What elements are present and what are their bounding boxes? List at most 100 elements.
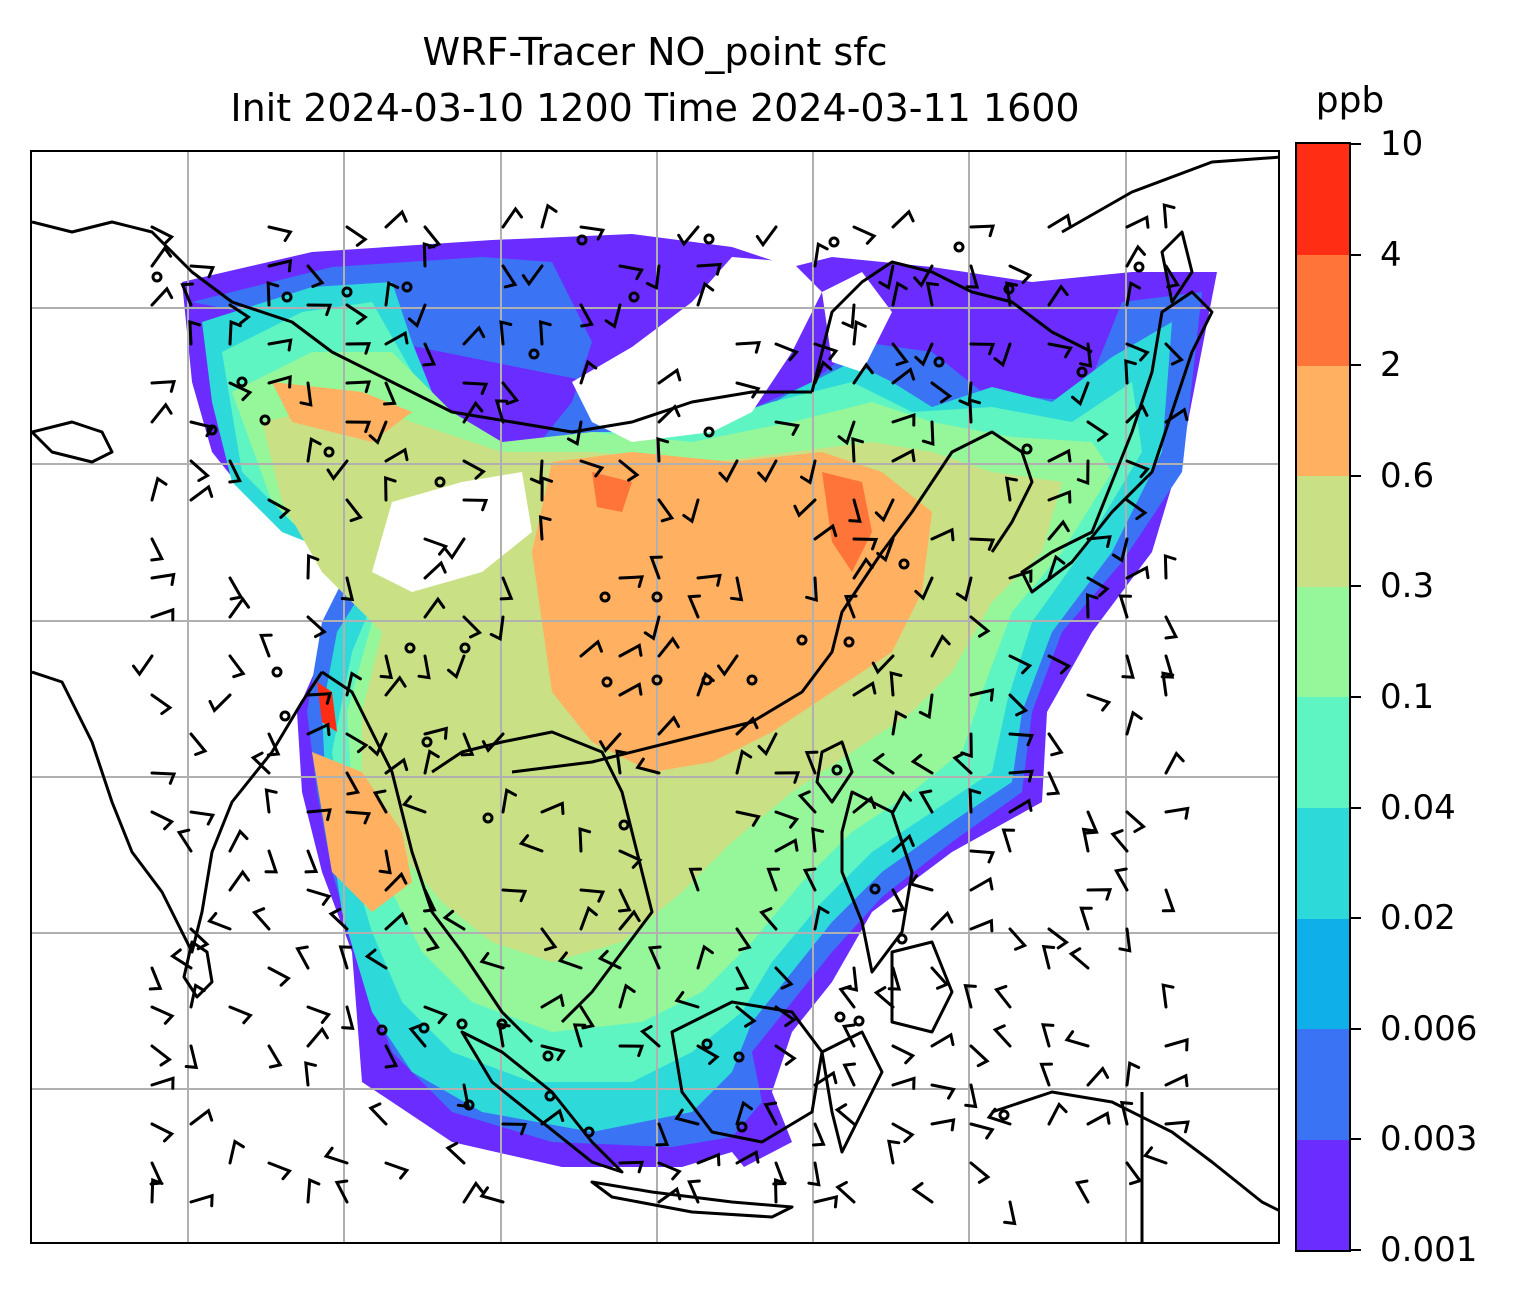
wind-barb (338, 945, 353, 970)
wind-barb (813, 905, 830, 931)
wind-barb (1125, 342, 1150, 362)
wind-barb (1164, 1037, 1189, 1052)
wind-barb (176, 828, 193, 853)
colorbar-tick-label: 0.003 (1380, 1119, 1478, 1160)
calm-wind-marker (628, 291, 640, 303)
wind-barb (479, 952, 505, 970)
wind-barb (518, 834, 544, 853)
wind-barb (460, 732, 475, 757)
wind-barb (306, 264, 325, 288)
wind-barb (228, 1139, 245, 1165)
wind-barb (1086, 1111, 1111, 1126)
wind-barb (793, 498, 817, 518)
wind-barb (501, 787, 517, 814)
coastline-japan (1020, 290, 1214, 594)
wind-barb (1079, 906, 1093, 931)
calm-wind-marker (898, 558, 910, 570)
wind-barb (189, 484, 214, 502)
wind-barb (1125, 459, 1151, 479)
wind-barb (841, 303, 856, 330)
wind-barb (384, 447, 409, 463)
wind-barb (1085, 810, 1099, 835)
calm-wind-marker (376, 1024, 388, 1036)
wind-barb (579, 905, 598, 931)
wind-barb (852, 681, 877, 697)
wind-barb (132, 654, 154, 677)
wind-barb (852, 537, 879, 551)
wind-barb (773, 1177, 787, 1204)
wind-barb (696, 1044, 720, 1065)
wind-barb (501, 381, 520, 406)
wind-barb (834, 1103, 856, 1126)
colorbar-band (1297, 697, 1349, 808)
wind-barb (873, 986, 895, 1009)
calm-wind-marker (341, 286, 353, 298)
wind-barb (462, 1180, 484, 1204)
wind-barb (647, 945, 662, 970)
wind-barb (267, 1161, 292, 1181)
wind-barb (1125, 215, 1150, 229)
wind-barb (848, 498, 862, 523)
wind-barb (878, 264, 895, 290)
wind-barb (1125, 498, 1148, 521)
coastline-taiwan (815, 740, 854, 804)
wind-barb (408, 1024, 427, 1048)
wind-barb (345, 380, 372, 394)
wind-barb (645, 264, 661, 291)
wind-barb (1005, 281, 1019, 307)
wind-barb (688, 867, 703, 892)
wind-barb (150, 771, 177, 785)
wind-barb (345, 342, 372, 355)
wind-barb (456, 1083, 471, 1109)
wind-barb (696, 1152, 721, 1167)
colorbar-tick (1351, 1027, 1361, 1030)
wind-barb (813, 360, 833, 385)
colorbar-tick-label: 0.1 (1380, 677, 1435, 717)
wind-barb (264, 849, 279, 874)
colorbar-tick-label: 0.02 (1380, 898, 1456, 939)
wind-barb (341, 1005, 355, 1030)
colorbar-tick (1351, 585, 1361, 588)
wind-barb (150, 225, 175, 246)
wind-barb (345, 771, 361, 796)
field-orange-region-north (272, 382, 412, 442)
wind-barb (150, 607, 175, 622)
wind-barb (837, 420, 856, 446)
wind-barb (481, 732, 505, 753)
wind-barb (1041, 944, 1056, 970)
wind-barb (150, 402, 173, 424)
wind-barb (1163, 553, 1177, 580)
wind-barb (1119, 1100, 1134, 1126)
wind-barb (1161, 888, 1176, 913)
wind-barb (364, 948, 388, 970)
wind-barb (462, 381, 489, 395)
wind-barb (579, 359, 598, 385)
wind-barb (891, 1044, 916, 1065)
map-canvas (32, 152, 1278, 1242)
wind-barb (1086, 1066, 1110, 1087)
wind-barb (618, 1044, 645, 1058)
wind-barb (462, 498, 489, 512)
wind-barb (1142, 1146, 1168, 1165)
wind-barb (891, 413, 916, 427)
wind-barb (921, 420, 935, 447)
wind-barb (930, 634, 951, 658)
wind-barb (1008, 264, 1033, 285)
wind-barb (384, 871, 408, 892)
wind-barb (618, 575, 645, 588)
wind-barb (150, 1044, 172, 1067)
wind-barb (401, 795, 427, 814)
wind-barb (969, 615, 991, 638)
calm-wind-marker (834, 1011, 846, 1023)
calm-wind-marker (933, 356, 945, 368)
calm-wind-marker (796, 634, 808, 646)
wind-barb (914, 576, 934, 601)
wind-barb (871, 654, 895, 675)
calm-wind-marker (456, 1018, 468, 1030)
calm-wind-marker (281, 291, 293, 303)
wind-barb (189, 927, 210, 951)
wind-barb (306, 1026, 329, 1048)
wind-barb (150, 537, 165, 562)
wind-barb (462, 459, 486, 480)
calm-wind-marker (542, 1050, 554, 1062)
